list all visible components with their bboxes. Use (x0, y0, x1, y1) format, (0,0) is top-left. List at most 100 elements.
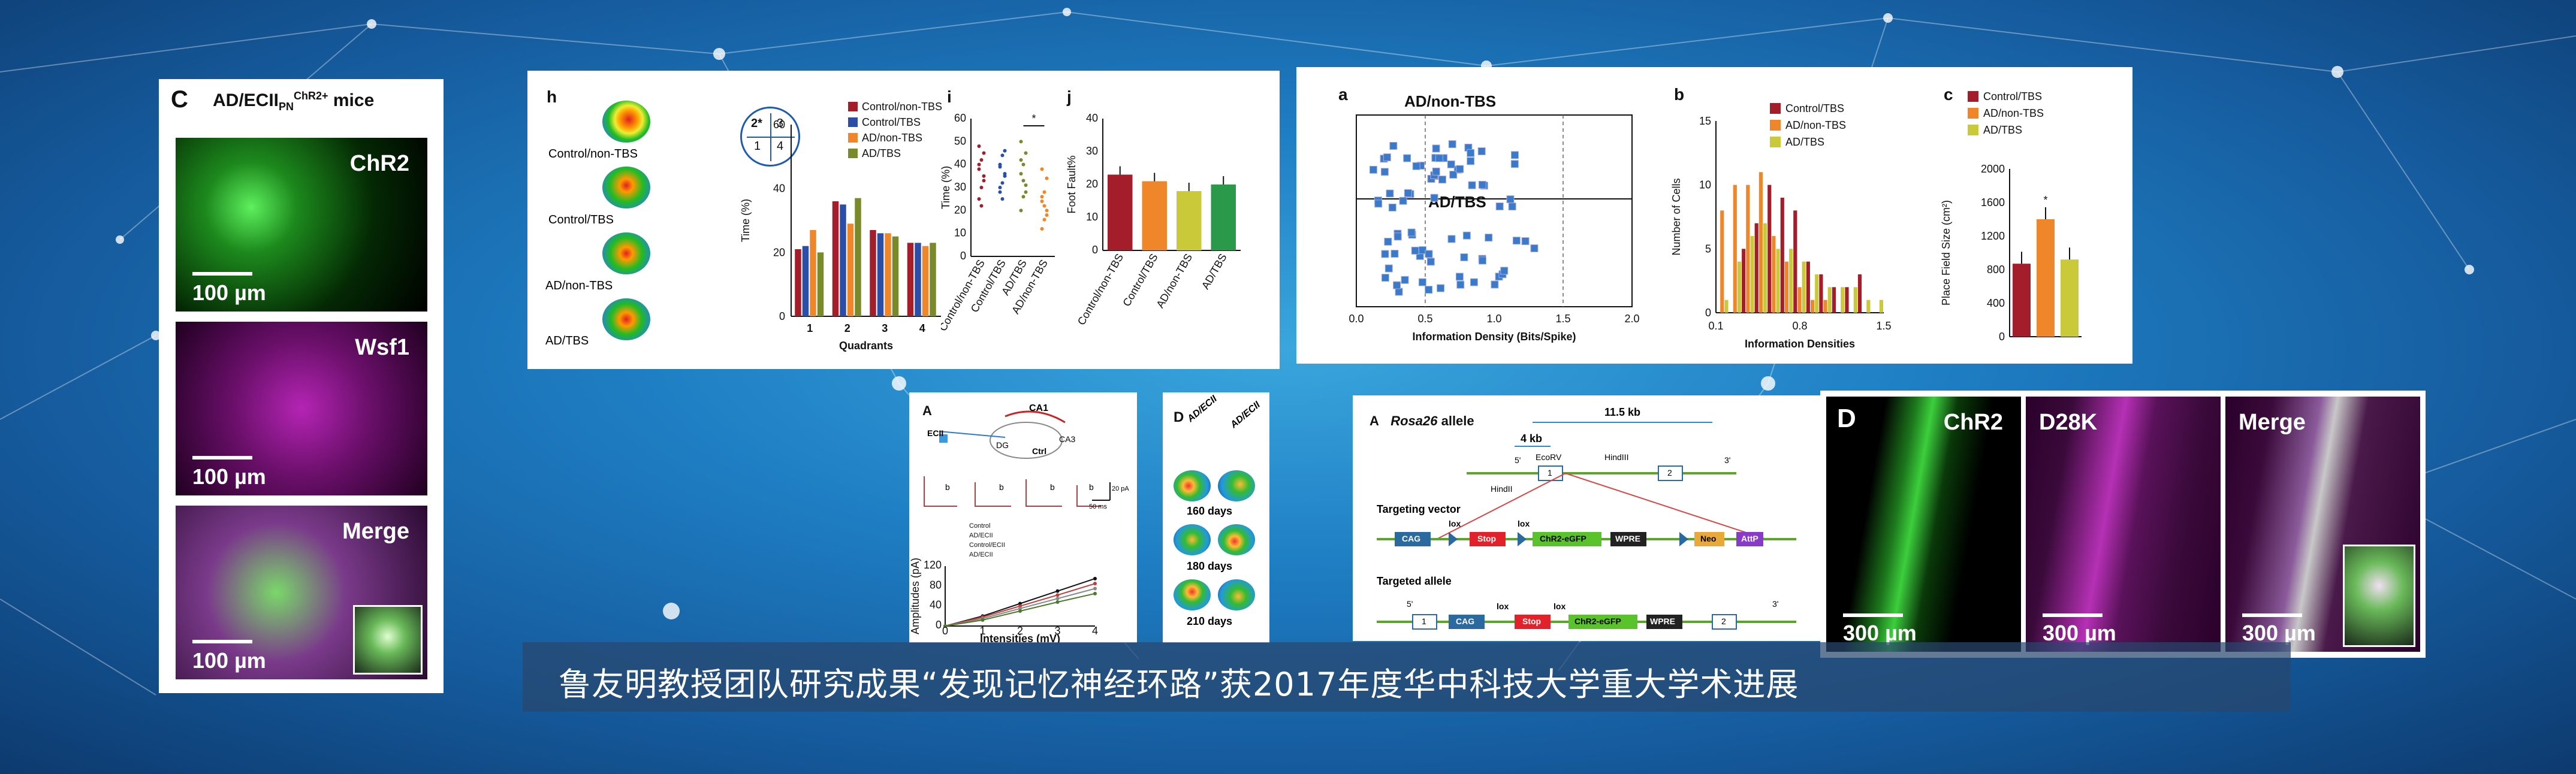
rosa-letter: A (1370, 413, 1379, 428)
heatmap-control-non-tbs (602, 101, 650, 143)
y-tick-label: 1600 (1981, 196, 2005, 208)
scale-bar-text: 100 µm (192, 280, 266, 305)
place-map-thumbnail (1388, 203, 1396, 211)
y-tick-label: 2000 (1981, 163, 2005, 175)
micro-d28k-slice: D28K 300 µm (2026, 397, 2221, 652)
bar (1142, 181, 1167, 250)
data-point (1000, 197, 1005, 201)
data-point (1093, 576, 1097, 580)
y-tick-label: 40 (954, 158, 966, 170)
bar (1789, 249, 1793, 313)
place-map-thumbnail (1386, 189, 1394, 198)
place-map-thumbnail (1510, 151, 1519, 159)
scale-bar-text: 300 µm (2043, 621, 2116, 645)
panel-d-letter: D (1837, 404, 1856, 433)
data-point (1021, 162, 1025, 167)
bar (1754, 223, 1758, 313)
data-point (1018, 601, 1022, 606)
panel-a-letter: a (1338, 85, 1348, 104)
targeted-allele-label: Targeted allele (1377, 575, 1452, 587)
trace-label: b (1089, 482, 1094, 492)
gene-box-label: 2 (1667, 468, 1672, 477)
quadrant-divider-h (747, 137, 795, 138)
data-point (1000, 153, 1005, 158)
y-axis-label: Time (%) (740, 199, 752, 242)
scale-bar-text: 300 µm (2242, 621, 2316, 645)
bar (1776, 249, 1780, 313)
y-tick-label: 5 (1705, 243, 1711, 255)
panel-rosa26: A Rosa26 allele (1353, 395, 1826, 641)
y-tick-label: 20 (773, 246, 785, 258)
place-map-thumbnail (1456, 280, 1465, 289)
panel-c-title-suffix: mice (328, 90, 375, 110)
panel-hij: h Control/non-TBS Control/TBS AD/non-TBS… (527, 71, 1280, 369)
kb4-label: 4 kb (1521, 433, 1543, 445)
place-map-thumbnail (1435, 154, 1443, 162)
x-tick-label: 2.0 (1624, 313, 1639, 325)
micro-label: ChR2 (1943, 410, 2003, 435)
data-point (1042, 204, 1046, 208)
place-map-thumbnail (1395, 288, 1403, 296)
place-map (1174, 579, 1211, 610)
vector-element: ChR2-eGFP (1540, 534, 1586, 543)
bar (1750, 236, 1754, 313)
x-tick-label: 1 (807, 322, 813, 334)
data-point (1019, 208, 1023, 213)
x-tick-label: 0.8 (1792, 320, 1807, 332)
col-label: AD/ECII (1186, 394, 1219, 425)
rosa-diagram (1377, 422, 1796, 630)
place-map-thumbnail (1390, 250, 1399, 258)
trace-label: b (945, 482, 950, 492)
place-map-thumbnail (1380, 168, 1389, 176)
place-map-thumbnail (1449, 171, 1458, 179)
x-axis-label: Intensities (mV) (980, 633, 1060, 643)
vector-element: AttP (1741, 534, 1758, 543)
micro-label: ChR2 (349, 151, 409, 176)
panel-days-letter: D (1174, 409, 1184, 425)
bar (1108, 174, 1133, 250)
legend-swatch (848, 133, 858, 143)
legend-label: Control/TBS (862, 116, 921, 128)
vector-element: WPRE (1615, 534, 1640, 543)
y-tick-label: 1200 (1981, 230, 2005, 242)
merge-inset (353, 605, 423, 675)
place-map-thumbnail (1393, 281, 1401, 289)
place-field-size-chart: 0 400 800 1200 1600 2000 Place Field Size (cm²… (1940, 90, 2082, 343)
x-axis-label: Information Densities (1745, 338, 1855, 350)
legend-swatch (1968, 108, 1978, 119)
place-map-thumbnail (1467, 149, 1475, 157)
data-point (1040, 199, 1044, 203)
bar (1845, 287, 1849, 313)
legend-label: AD/non-TBS (862, 132, 922, 144)
place-map-thumbnail (1384, 237, 1392, 246)
x-tick-label: 3 (1054, 625, 1060, 637)
place-map-thumbnail (1425, 250, 1433, 258)
y-tick-label: 0 (1999, 331, 2005, 343)
allele-element: ChR2-eGFP (1574, 616, 1621, 626)
scale-bar (192, 456, 252, 459)
data-point (1093, 591, 1097, 595)
x-tick-label: AD/TBS (1199, 252, 1229, 291)
scale-bar (2242, 613, 2302, 617)
bar (922, 246, 929, 316)
bar (817, 252, 824, 316)
data-point (1021, 195, 1025, 199)
panel-c: C AD/ECIIPNChR2+ mice ChR2 100 µm Wsf1 1… (159, 79, 444, 693)
panel-i-letter: i (947, 87, 952, 106)
circuit-label: CA1 (1029, 403, 1049, 413)
circuit-label: ECII (927, 428, 944, 438)
caption-bar: 鲁友明教授团队研究成果“发现记忆神经环路”获2017年度华中科技大学重大学术进展 (523, 642, 2291, 712)
data-point (977, 167, 981, 171)
y-tick-label: 60 (773, 119, 785, 131)
x-tick-label: 4 (1092, 625, 1098, 637)
place-map-thumbnail (1510, 160, 1519, 168)
place-map-thumbnail (1399, 196, 1407, 205)
info-density-scatter-chart: 0.0 0.5 1.0 1.5 2.0 Information Density (Bits… (1349, 114, 1640, 343)
allele-element: lox (1497, 601, 1509, 611)
site-label: HindIII (1604, 452, 1629, 462)
quadrant-label: 4 (777, 140, 784, 153)
y-tick-label: 10 (1086, 211, 1098, 223)
y-tick-label: 0 (936, 619, 942, 631)
place-map-thumbnail (1455, 273, 1464, 281)
